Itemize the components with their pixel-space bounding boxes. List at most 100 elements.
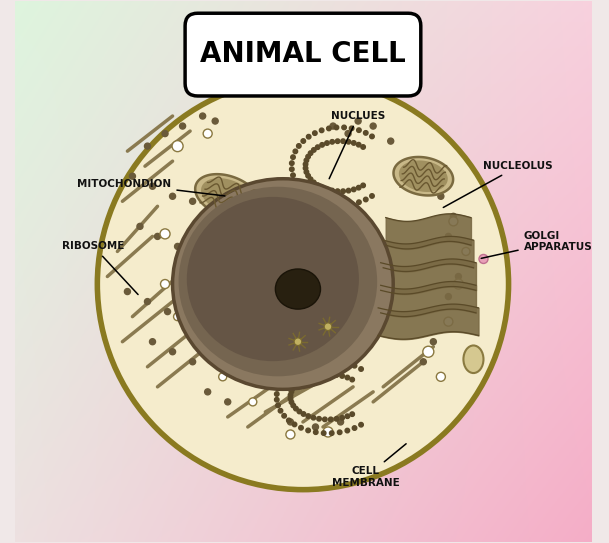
Circle shape [345, 375, 350, 380]
Circle shape [162, 130, 168, 137]
Circle shape [351, 141, 356, 145]
Circle shape [357, 128, 361, 132]
Circle shape [161, 280, 169, 288]
Circle shape [420, 359, 426, 365]
Circle shape [334, 203, 339, 207]
Ellipse shape [172, 179, 393, 389]
Circle shape [249, 398, 257, 406]
Circle shape [311, 415, 315, 420]
Circle shape [303, 166, 308, 171]
Circle shape [322, 431, 326, 435]
Circle shape [297, 184, 301, 188]
Circle shape [388, 138, 393, 144]
Circle shape [451, 213, 456, 219]
Circle shape [342, 125, 347, 130]
FancyBboxPatch shape [185, 13, 421, 96]
Circle shape [359, 367, 364, 371]
Circle shape [299, 364, 303, 368]
Circle shape [290, 173, 295, 178]
Circle shape [288, 393, 293, 397]
Circle shape [342, 203, 347, 207]
Circle shape [350, 412, 354, 416]
Circle shape [356, 142, 361, 147]
Circle shape [137, 223, 143, 229]
Circle shape [124, 288, 130, 294]
Circle shape [212, 118, 218, 124]
Circle shape [323, 417, 327, 421]
Circle shape [288, 396, 293, 401]
Circle shape [337, 359, 342, 364]
Circle shape [319, 128, 324, 132]
Text: NUCLEOLUS: NUCLEOLUS [443, 161, 553, 207]
Circle shape [320, 143, 325, 147]
Circle shape [294, 383, 298, 387]
Circle shape [315, 183, 320, 187]
Ellipse shape [178, 187, 377, 376]
Circle shape [306, 135, 311, 139]
Circle shape [149, 339, 155, 345]
Circle shape [337, 419, 343, 425]
Circle shape [315, 145, 320, 149]
Circle shape [453, 279, 463, 289]
Circle shape [329, 431, 334, 435]
Circle shape [436, 372, 445, 381]
Circle shape [334, 125, 339, 130]
Circle shape [306, 361, 311, 365]
Circle shape [445, 233, 451, 239]
Circle shape [291, 386, 295, 390]
Circle shape [330, 188, 334, 193]
Circle shape [225, 399, 231, 405]
Circle shape [289, 400, 294, 405]
Circle shape [355, 118, 361, 124]
Circle shape [361, 145, 365, 149]
Circle shape [462, 248, 470, 255]
Circle shape [293, 149, 298, 154]
Polygon shape [393, 157, 453, 195]
Text: GOLGI
APPARATUS: GOLGI APPARATUS [481, 231, 593, 258]
Text: CELL
MEMBRANE: CELL MEMBRANE [332, 444, 406, 488]
Circle shape [155, 233, 161, 239]
Ellipse shape [97, 78, 509, 490]
Circle shape [144, 299, 150, 305]
Circle shape [189, 198, 195, 204]
Circle shape [304, 158, 309, 162]
Circle shape [301, 412, 306, 416]
Circle shape [341, 139, 345, 143]
Circle shape [330, 123, 336, 129]
Circle shape [312, 197, 317, 201]
Circle shape [275, 392, 279, 396]
Circle shape [286, 430, 295, 439]
Circle shape [169, 349, 175, 355]
Circle shape [174, 313, 181, 321]
Circle shape [359, 422, 364, 427]
Circle shape [319, 200, 324, 204]
Ellipse shape [187, 197, 359, 361]
Circle shape [306, 414, 311, 418]
Circle shape [149, 183, 155, 190]
Circle shape [291, 403, 295, 408]
Circle shape [289, 389, 294, 394]
Circle shape [336, 189, 340, 193]
Circle shape [341, 189, 345, 193]
Circle shape [357, 200, 361, 205]
Polygon shape [209, 258, 247, 285]
Circle shape [340, 415, 345, 420]
Circle shape [325, 187, 329, 192]
Circle shape [356, 185, 361, 190]
Circle shape [352, 426, 357, 430]
Circle shape [350, 126, 354, 130]
Circle shape [282, 414, 286, 418]
Circle shape [297, 380, 301, 384]
Text: ANIMAL CELL: ANIMAL CELL [200, 40, 406, 68]
Circle shape [445, 294, 451, 300]
Circle shape [444, 317, 453, 326]
Circle shape [312, 131, 317, 135]
Circle shape [323, 427, 333, 437]
Circle shape [345, 428, 350, 433]
Circle shape [326, 126, 331, 131]
Circle shape [423, 346, 434, 357]
Circle shape [323, 372, 327, 377]
Circle shape [198, 337, 208, 347]
Circle shape [287, 419, 294, 425]
Circle shape [370, 194, 375, 198]
